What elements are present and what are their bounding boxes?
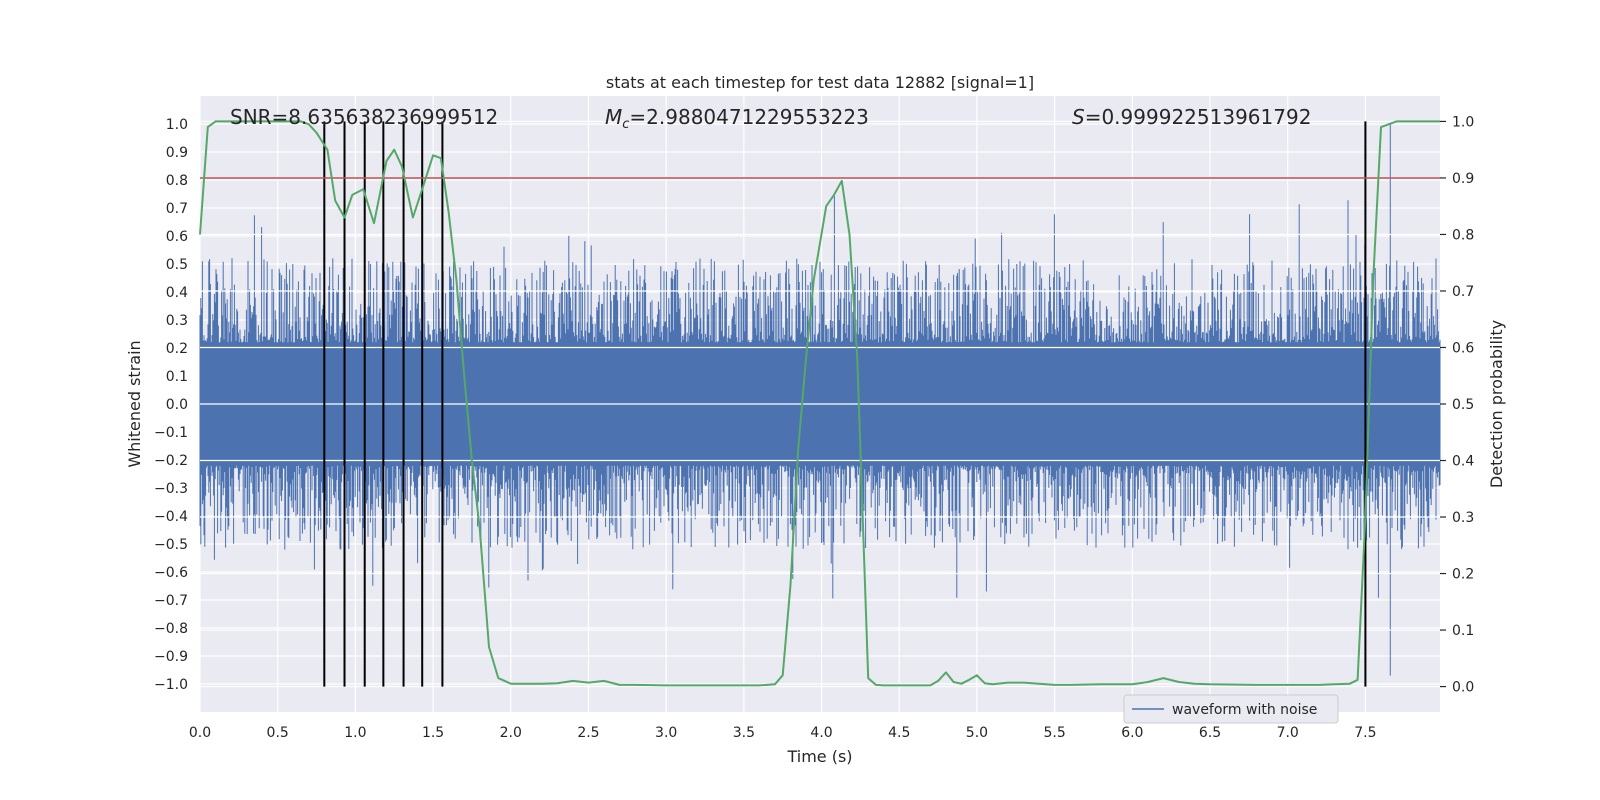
x-tick-label-13: 6.5	[1199, 725, 1221, 741]
y-left-tick-label-12: −0.2	[154, 453, 188, 469]
y-right-tick-label-8: 0.2	[1452, 567, 1474, 583]
x-tick-label-12: 6.0	[1121, 725, 1143, 741]
x-axis-ticks: 0.0 0.5 1.0 1.5 2.0 2.5 3.0 3.5 4.0 4.5 5.0 5.5 6.0 6…	[189, 725, 1377, 741]
y-left-tick-label-11: −0.1	[154, 425, 188, 441]
x-tick-label-0: 0.0	[189, 725, 211, 741]
x-tick-label-6: 3.0	[655, 725, 677, 741]
y-left-tick-label-3: 0.7	[166, 201, 188, 217]
y-right-tick-label-9: 0.1	[1452, 623, 1474, 639]
y-left-axis-label: Whitened strain	[125, 340, 144, 467]
y-left-tick-label-4: 0.6	[166, 229, 188, 245]
x-tick-label-9: 4.5	[888, 725, 910, 741]
chirp-mass-annotation: Mc=2.9880471229553223	[605, 105, 869, 132]
y-left-tick-label-19: −0.9	[154, 649, 188, 665]
y-right-tick-label-7: 0.3	[1452, 510, 1474, 526]
chirp-mass-subscript: c	[622, 117, 629, 132]
x-tick-label-2: 1.0	[344, 725, 366, 741]
legend-box	[1123, 694, 1339, 724]
y-left-tick-label-18: −0.8	[154, 621, 188, 637]
chart-title: stats at each timestep for test data 128…	[606, 73, 1034, 92]
detection-probability-line	[199, 120, 1440, 687]
x-tick-label-5: 2.5	[577, 725, 599, 741]
y-left-tick-label-13: −0.3	[154, 481, 188, 497]
legend-label: waveform with noise	[1172, 702, 1317, 718]
x-tick-label-4: 2.0	[500, 725, 522, 741]
y-left-tick-label-10: 0.0	[166, 397, 188, 413]
y-right-tick-label-10: 0.0	[1452, 680, 1474, 696]
y-left-tick-label-16: −0.6	[154, 565, 188, 581]
legend: waveform with noise	[1123, 694, 1339, 724]
y-left-tick-label-0: 1.0	[166, 117, 188, 133]
x-tick-label-15: 7.5	[1354, 725, 1376, 741]
y-right-tick-label-0: 1.0	[1452, 114, 1474, 130]
x-tick-label-11: 5.5	[1044, 725, 1066, 741]
snr-annotation: SNR=8.635638236999512	[230, 105, 498, 129]
y-right-tick-label-6: 0.4	[1452, 454, 1474, 470]
chirp-mass-value: =2.9880471229553223	[629, 105, 868, 129]
y-right-tick-label-2: 0.8	[1452, 227, 1474, 243]
score-symbol: S	[1072, 105, 1085, 129]
y-left-tick-label-6: 0.4	[166, 285, 188, 301]
x-tick-label-10: 5.0	[966, 725, 988, 741]
y-left-tick-label-17: −0.7	[154, 593, 188, 609]
x-tick-label-3: 1.5	[422, 725, 444, 741]
x-tick-label-7: 3.5	[733, 725, 755, 741]
y-left-tick-label-8: 0.2	[166, 341, 188, 357]
y-left-tick-label-20: −1.0	[154, 677, 188, 693]
y-right-axis-label: Detection probability	[1487, 320, 1506, 488]
x-axis-label: Time (s)	[786, 747, 852, 766]
y-right-axis-ticks: 1.0 0.9 0.8 0.7 0.6 0.5 0.4 0.3 0.2 0.1 0.0	[1440, 114, 1474, 696]
score-annotation: S=0.999922513961792	[1072, 105, 1311, 129]
y-right-tick-label-1: 0.9	[1452, 171, 1474, 187]
y-left-tick-label-1: 0.9	[166, 145, 188, 161]
x-tick-label-8: 4.0	[810, 725, 832, 741]
y-left-tick-label-9: 0.1	[166, 369, 188, 385]
y-left-tick-label-2: 0.8	[166, 173, 188, 189]
chirp-mass-symbol: M	[605, 105, 622, 129]
x-tick-label-1: 0.5	[267, 725, 289, 741]
y-left-tick-label-15: −0.5	[154, 537, 188, 553]
y-left-tick-label-5: 0.5	[166, 257, 188, 273]
y-right-tick-label-4: 0.6	[1452, 340, 1474, 356]
x-tick-label-14: 7.0	[1277, 725, 1299, 741]
y-left-tick-label-7: 0.3	[166, 313, 188, 329]
y-right-tick-label-5: 0.5	[1452, 397, 1474, 413]
y-left-axis-ticks: 1.0 0.9 0.8 0.7 0.6 0.5 0.4 0.3 0.2 0.1 0.0 −0.1 −0.…	[154, 117, 188, 693]
y-left-tick-label-14: −0.4	[154, 509, 188, 525]
score-value: =0.999922513961792	[1085, 105, 1312, 129]
y-right-tick-label-3: 0.7	[1452, 284, 1474, 300]
